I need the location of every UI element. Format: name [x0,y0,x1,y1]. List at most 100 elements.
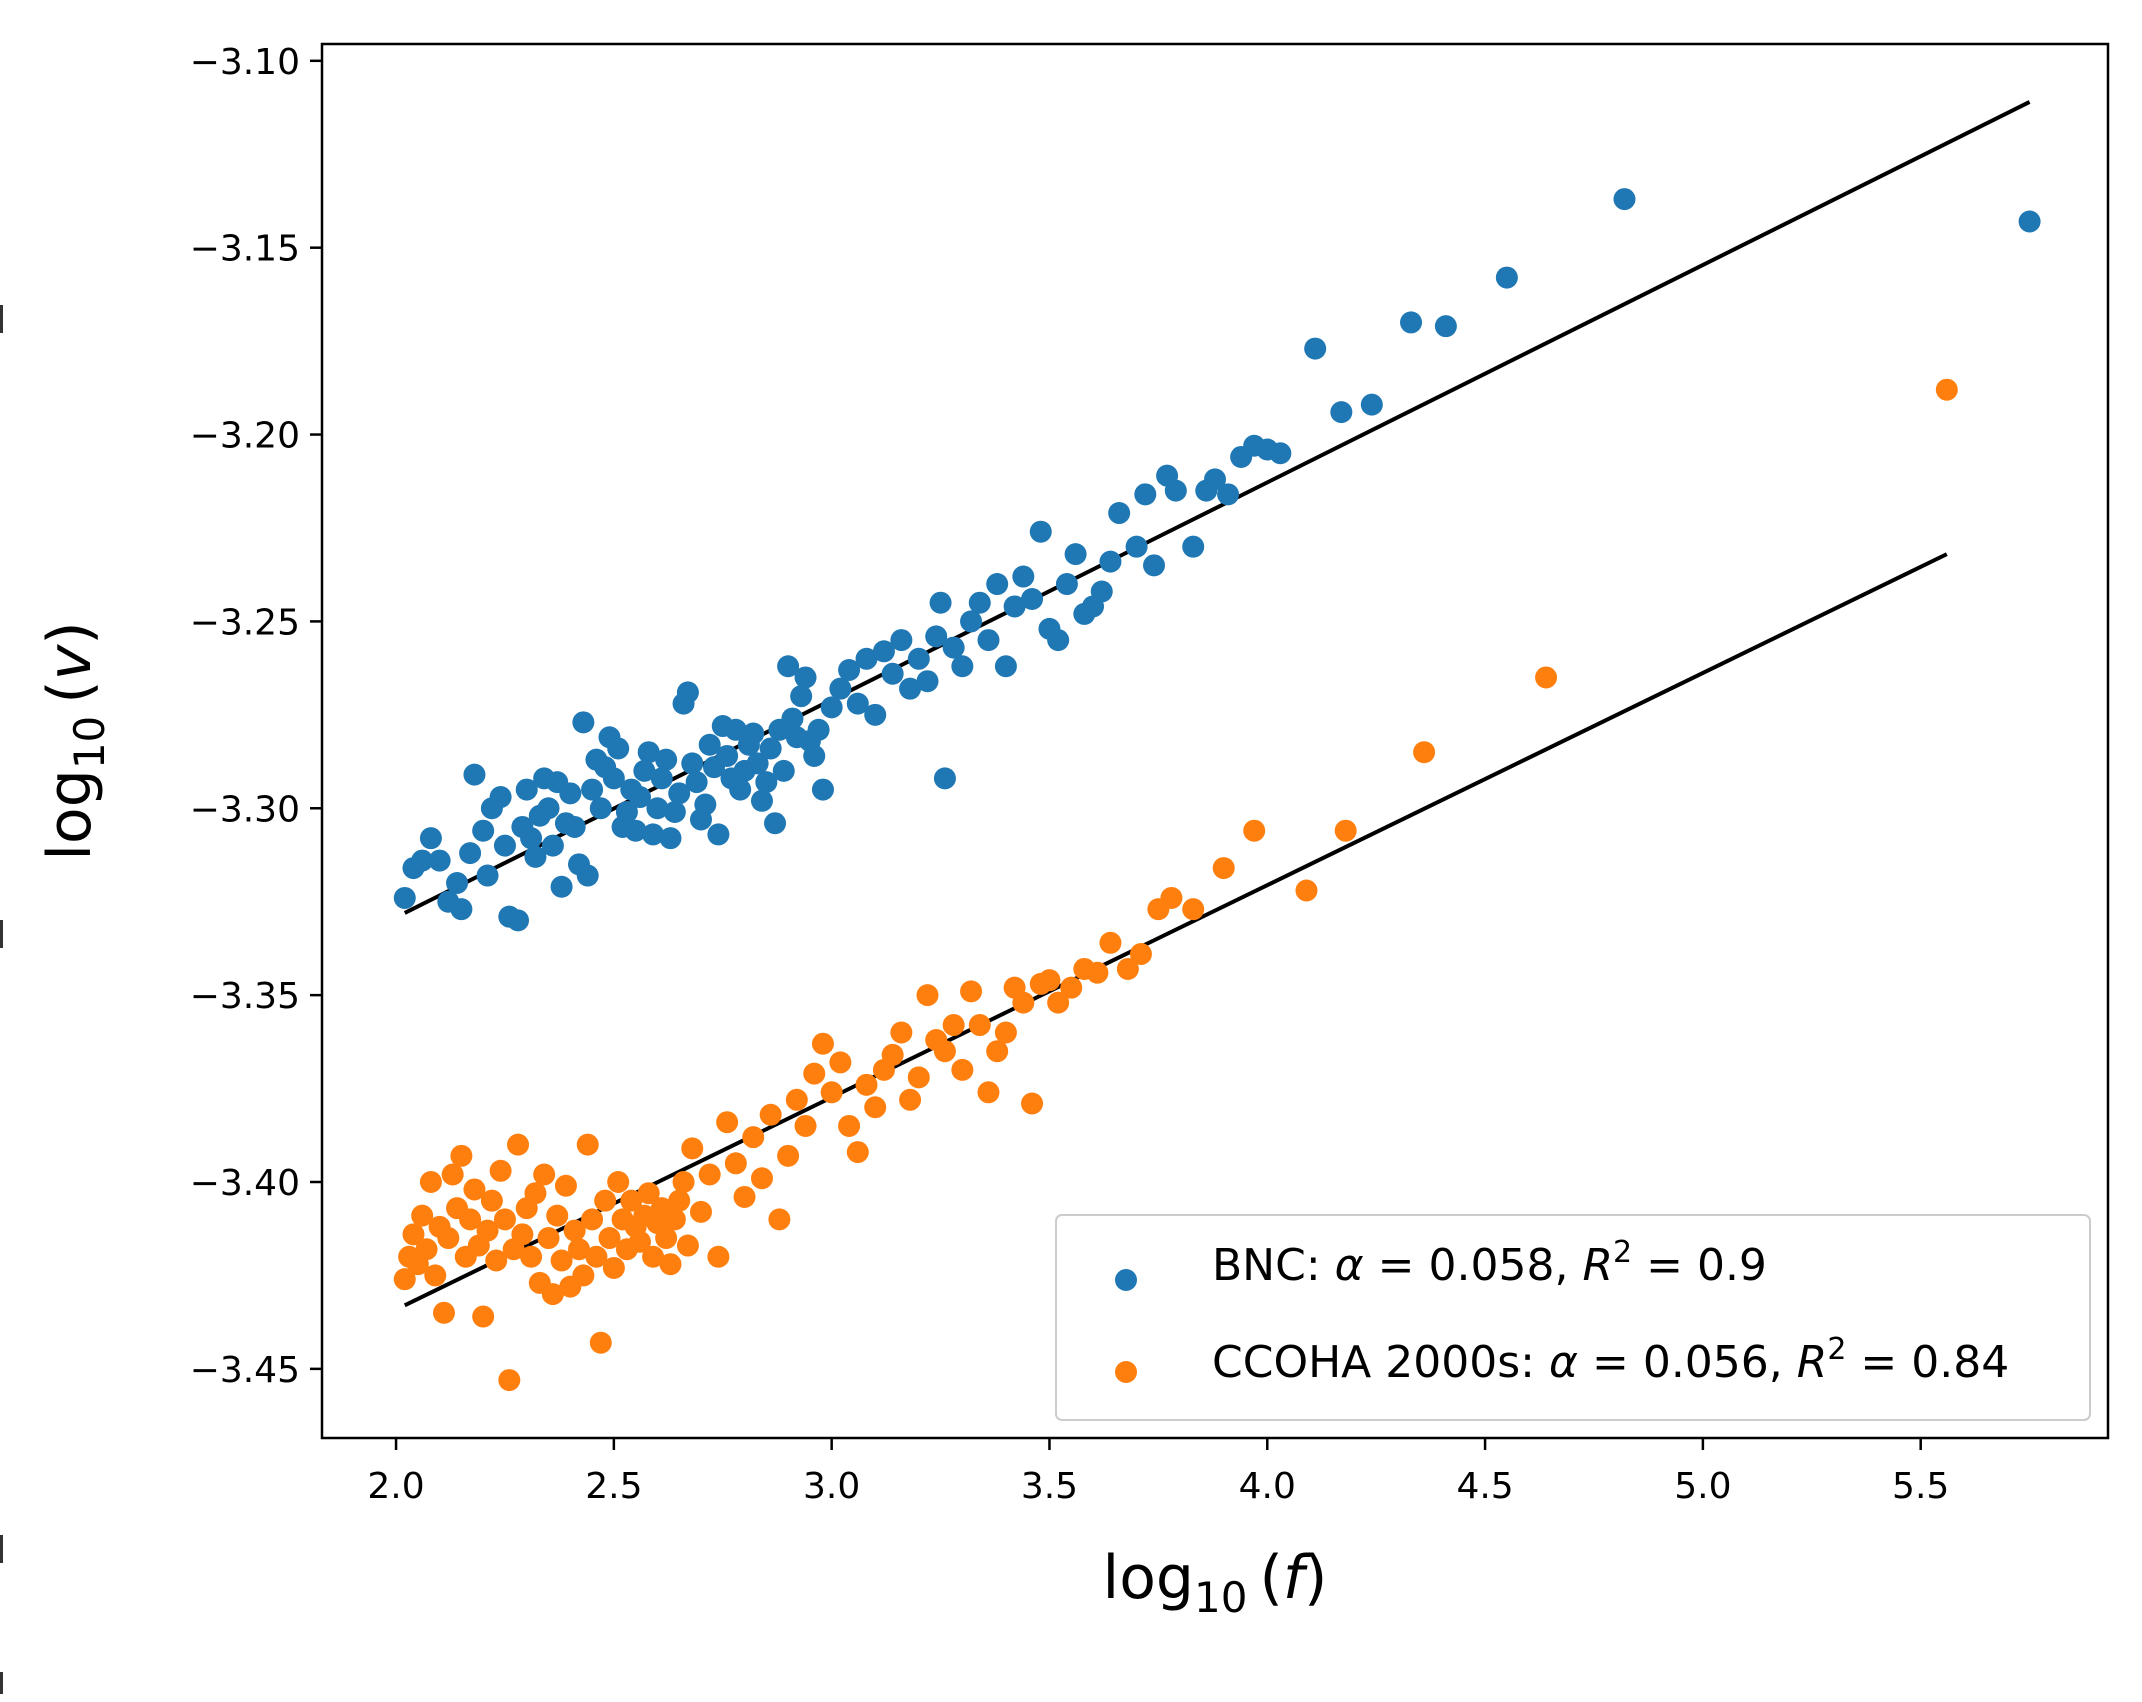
data-point-ccoha [463,1178,486,1201]
data-point-ccoha [489,1159,512,1182]
data-point-bnc [1108,502,1131,525]
data-point-bnc [1360,393,1383,416]
data-point-bnc [459,842,482,865]
data-point-ccoha [689,1200,712,1223]
data-point-bnc [750,789,773,812]
y-tick-label: −3.35 [190,976,300,1017]
data-point-ccoha [498,1369,521,1392]
data-point-ccoha [563,1219,586,1242]
data-point-bnc [916,670,939,693]
data-point-bnc [550,875,573,898]
edge-mark [0,1672,3,1694]
data-point-ccoha [916,984,939,1007]
data-point-bnc [1090,580,1113,603]
data-point-bnc [450,898,473,921]
plot-frame [320,42,2110,1440]
data-point-ccoha [1212,857,1235,880]
data-point-bnc [637,741,660,764]
data-point-bnc [1434,315,1457,338]
legend: BNC: α = 0.058, R2 = 0.9 CCOHA 2000s: α … [1055,1214,2091,1421]
data-point-ccoha [655,1227,678,1250]
data-point-bnc [681,752,704,775]
data-point-ccoha [846,1141,869,1164]
data-point-bnc [581,778,604,801]
data-point-bnc [960,610,983,633]
data-point-ccoha [642,1245,665,1268]
data-point-bnc [602,767,625,790]
data-point-ccoha [768,1208,791,1231]
data-point-ccoha [1038,969,1061,992]
data-point-bnc [446,872,469,895]
data-point-bnc [846,692,869,715]
data-point-bnc [807,718,830,741]
y-axis-label-close: ) [35,621,105,644]
data-point-ccoha [1021,1092,1044,1115]
data-point-ccoha [1012,991,1035,1014]
data-point-bnc [663,801,686,824]
data-point-ccoha [716,1111,739,1134]
data-point-ccoha [1935,378,1958,401]
data-point-ccoha [733,1185,756,1208]
data-point-ccoha [829,1051,852,1074]
data-point-ccoha [432,1301,455,1324]
data-point-ccoha [568,1238,591,1261]
data-point-ccoha [393,1268,416,1291]
data-point-bnc [1099,550,1122,573]
data-point-bnc [493,834,516,857]
data-point-bnc [1064,543,1087,566]
edge-mark [0,305,3,333]
data-point-ccoha [977,1081,1000,1104]
data-point-bnc [772,759,795,782]
data-point-bnc [755,771,778,794]
data-point-bnc [1182,535,1205,558]
data-point-ccoha [1243,819,1266,842]
data-point-bnc [742,722,765,745]
data-point-bnc [777,655,800,678]
y-tick-label: −3.15 [190,229,300,270]
data-point-ccoha [899,1088,922,1111]
data-point-bnc [1134,483,1157,506]
y-axis-label-base: log [35,769,105,860]
data-point-ccoha [541,1283,564,1306]
data-point-bnc [986,573,1009,596]
x-axis-label: log10 (f) [1103,1543,1328,1622]
data-point-bnc [624,819,647,842]
x-axis-label-close: ) [1304,1543,1327,1613]
data-point-bnc [607,737,630,760]
legend-marker-ccoha [1115,1361,1137,1383]
data-point-ccoha [672,1170,695,1193]
data-point-ccoha [907,1066,930,1089]
data-point-ccoha [890,1021,913,1044]
data-point-bnc [1003,595,1026,618]
y-axis-label-open: ( [35,680,105,703]
data-point-ccoha [424,1264,447,1287]
data-point-ccoha [968,1014,991,1037]
data-point-bnc [541,834,564,857]
data-point-bnc [393,886,416,909]
y-tick-label: −3.25 [190,602,300,643]
y-axis-label-variable: v [35,643,105,680]
data-point-ccoha [581,1208,604,1231]
data-point-bnc [1047,629,1070,652]
data-point-ccoha [676,1234,699,1257]
y-tick-label: −3.30 [190,789,300,830]
x-tick-label: 2.5 [585,1466,642,1507]
data-point-ccoha [1295,879,1318,902]
data-point-bnc [628,786,651,809]
data-point-bnc [716,744,739,767]
data-point-bnc [668,782,691,805]
data-point-ccoha [960,980,983,1003]
legend-marker-bnc [1115,1269,1137,1291]
data-point-bnc [1330,401,1353,424]
data-point-ccoha [663,1208,686,1231]
data-point-bnc [803,744,826,767]
data-point-bnc [1304,337,1327,360]
data-point-ccoha [572,1264,595,1287]
data-point-bnc [576,864,599,887]
data-point-bnc [676,681,699,704]
data-point-bnc [1495,266,1518,289]
data-point-bnc [1125,535,1148,558]
data-point-bnc [559,782,582,805]
data-point-bnc [428,849,451,872]
left-edge-marks [0,305,3,1694]
